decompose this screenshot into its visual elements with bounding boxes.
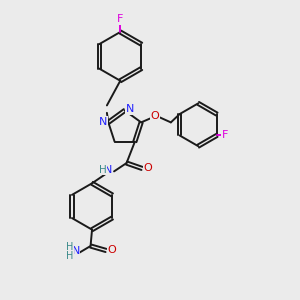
Text: H: H xyxy=(66,242,74,252)
Text: N: N xyxy=(126,104,134,114)
Text: N: N xyxy=(99,117,107,127)
Text: H: H xyxy=(99,165,106,175)
Text: H: H xyxy=(66,250,74,260)
Text: N: N xyxy=(104,165,112,175)
Text: N: N xyxy=(71,246,80,256)
Text: F: F xyxy=(117,14,124,24)
Text: O: O xyxy=(151,110,160,121)
Text: F: F xyxy=(222,130,228,140)
Text: O: O xyxy=(144,164,152,173)
Text: O: O xyxy=(108,245,116,256)
